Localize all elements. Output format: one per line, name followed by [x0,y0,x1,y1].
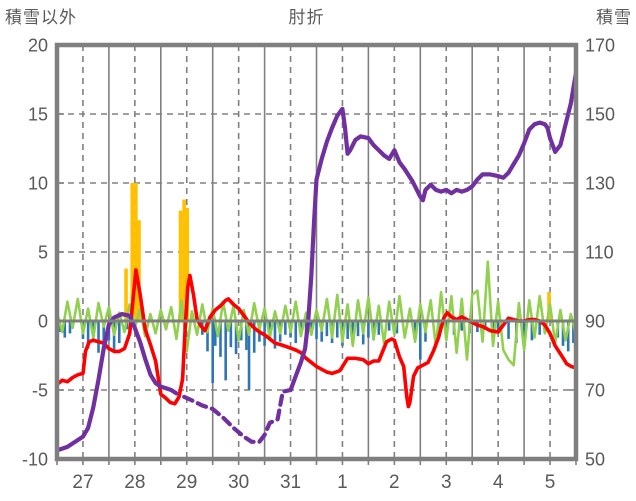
svg-text:170: 170 [585,36,615,56]
svg-text:1: 1 [337,472,348,493]
svg-text:3: 3 [441,472,452,493]
right-axis-tick-labels: 170 150 130 110 90 70 50 [585,36,615,470]
svg-text:20: 20 [28,36,48,56]
svg-text:5: 5 [38,243,48,263]
svg-text:70: 70 [585,381,605,401]
svg-text:150: 150 [585,105,615,125]
svg-text:10: 10 [28,174,48,194]
svg-text:50: 50 [585,450,605,470]
plot-border [54,42,579,462]
svg-text:-5: -5 [32,381,48,401]
svg-text:15: 15 [28,105,48,125]
svg-text:30: 30 [228,472,249,493]
svg-text:31: 31 [280,472,301,493]
chart-title: 肘折 [288,8,325,27]
svg-text:4: 4 [493,472,504,493]
svg-text:29: 29 [176,472,197,493]
x-axis-tick-labels: 27 28 29 30 31 1 2 3 4 5 [72,472,555,493]
right-axis-title: 積雪 [596,8,632,27]
purple-line-series [54,70,579,453]
left-axis-title: 積雪以外 [5,8,77,27]
svg-text:2: 2 [389,472,400,493]
left-axis-tick-labels: 20 15 10 5 0 -5 -10 [22,36,48,470]
svg-text:90: 90 [585,312,605,332]
svg-text:28: 28 [124,472,145,493]
svg-text:5: 5 [545,472,556,493]
svg-text:27: 27 [72,472,93,493]
svg-text:130: 130 [585,174,615,194]
svg-text:-10: -10 [22,450,48,470]
svg-text:110: 110 [585,243,614,263]
svg-text:0: 0 [38,312,48,332]
